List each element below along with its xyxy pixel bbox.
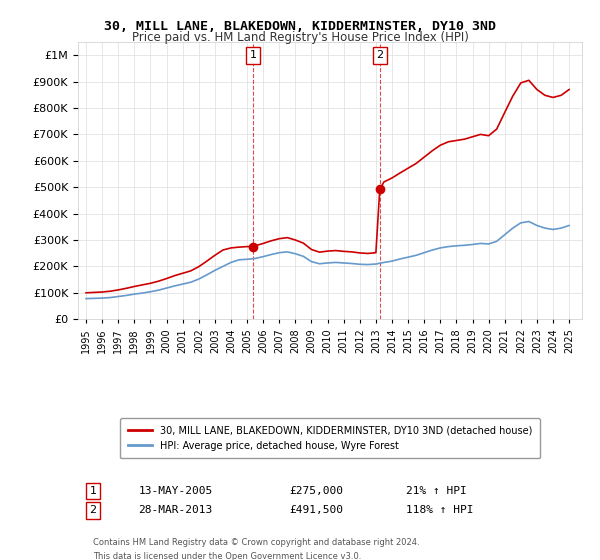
- Text: 2: 2: [89, 506, 97, 515]
- Text: 1: 1: [89, 486, 97, 496]
- Text: 28-MAR-2013: 28-MAR-2013: [139, 506, 213, 515]
- Text: £275,000: £275,000: [290, 486, 344, 496]
- Text: Contains HM Land Registry data © Crown copyright and database right 2024.: Contains HM Land Registry data © Crown c…: [93, 538, 420, 547]
- Text: 13-MAY-2005: 13-MAY-2005: [139, 486, 213, 496]
- Text: 30, MILL LANE, BLAKEDOWN, KIDDERMINSTER, DY10 3ND: 30, MILL LANE, BLAKEDOWN, KIDDERMINSTER,…: [104, 20, 496, 32]
- Text: 21% ↑ HPI: 21% ↑ HPI: [406, 486, 466, 496]
- Text: Price paid vs. HM Land Registry's House Price Index (HPI): Price paid vs. HM Land Registry's House …: [131, 31, 469, 44]
- Legend: 30, MILL LANE, BLAKEDOWN, KIDDERMINSTER, DY10 3ND (detached house), HPI: Average: 30, MILL LANE, BLAKEDOWN, KIDDERMINSTER,…: [120, 418, 540, 459]
- Text: This data is licensed under the Open Government Licence v3.0.: This data is licensed under the Open Gov…: [93, 552, 361, 560]
- Text: £491,500: £491,500: [290, 506, 344, 515]
- Text: 118% ↑ HPI: 118% ↑ HPI: [406, 506, 473, 515]
- Text: 2: 2: [376, 50, 383, 60]
- Text: 1: 1: [250, 50, 257, 60]
